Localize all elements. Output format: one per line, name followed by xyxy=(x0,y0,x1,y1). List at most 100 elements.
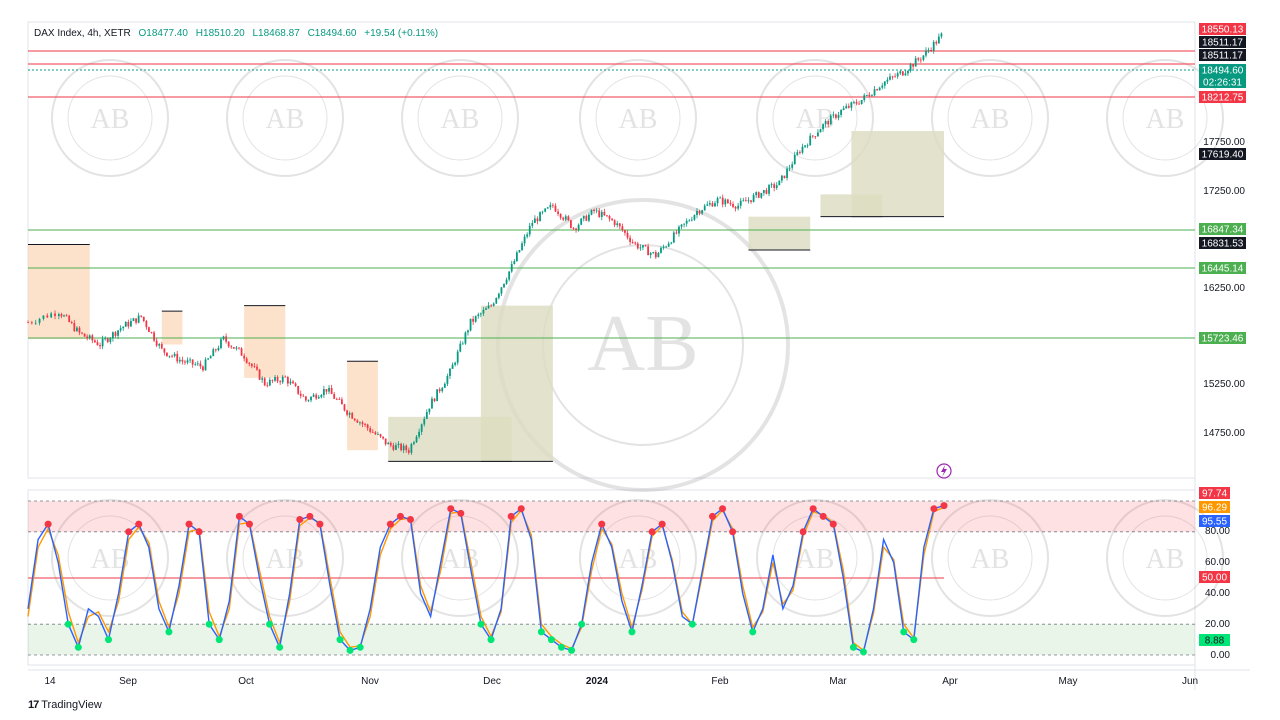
candle-body xyxy=(431,398,433,409)
oversold-dot xyxy=(688,620,696,628)
candle xyxy=(202,365,204,372)
candle-body xyxy=(356,420,359,423)
candle-body xyxy=(451,364,454,369)
candle xyxy=(479,312,482,318)
candle xyxy=(616,220,619,228)
candle-body xyxy=(232,347,235,349)
candle-body xyxy=(469,318,472,331)
candle xyxy=(364,422,366,427)
candle xyxy=(889,73,891,81)
candle-body xyxy=(168,355,171,357)
candle xyxy=(184,359,186,365)
candle-body xyxy=(508,271,511,280)
overbought-dot xyxy=(316,520,324,528)
candle-body xyxy=(42,315,45,319)
candle xyxy=(683,223,686,228)
candle-body xyxy=(112,332,114,339)
candle-body xyxy=(932,41,935,51)
candle xyxy=(613,219,616,228)
watermark-seal-icon xyxy=(931,499,1049,617)
candle-body xyxy=(896,73,899,77)
candle xyxy=(690,216,693,222)
candle-body xyxy=(163,348,166,353)
candle-body xyxy=(714,203,716,207)
candle xyxy=(356,419,359,423)
candle xyxy=(54,310,56,320)
candle xyxy=(112,331,114,342)
watermark-text: AB xyxy=(441,104,480,135)
candle xyxy=(678,225,680,237)
candles-group xyxy=(27,32,943,455)
candle-body xyxy=(539,212,541,222)
candle xyxy=(729,200,732,207)
candle xyxy=(824,119,827,128)
watermark-text: AB xyxy=(441,544,480,575)
candle-body xyxy=(328,387,330,392)
candle-body xyxy=(63,315,65,317)
candle-body xyxy=(662,246,665,248)
candle-body xyxy=(348,413,351,415)
candle-body xyxy=(495,297,498,304)
oversold-dot xyxy=(336,636,344,644)
candle-body xyxy=(117,330,119,336)
candle xyxy=(883,80,886,89)
candle xyxy=(204,357,207,371)
candle-body xyxy=(927,49,930,51)
candle xyxy=(415,434,418,444)
candle-body xyxy=(245,358,248,363)
alert-lightning-icon xyxy=(936,463,952,479)
candle xyxy=(708,200,711,207)
candle xyxy=(636,241,639,250)
watermark-seal-icon xyxy=(1106,499,1224,617)
candle xyxy=(912,63,915,70)
candle xyxy=(706,201,709,206)
candle-body xyxy=(935,41,938,44)
candle-body xyxy=(330,387,333,395)
candle-body xyxy=(351,413,354,419)
candle-body xyxy=(557,211,559,214)
oversold-dot xyxy=(628,628,636,636)
candle-body xyxy=(369,428,372,432)
candle-body xyxy=(248,362,251,364)
candle xyxy=(891,75,894,80)
candle-body xyxy=(865,94,868,96)
candle xyxy=(171,354,173,358)
oversold-dot xyxy=(487,636,495,644)
candle-body xyxy=(786,168,788,179)
candle-body xyxy=(796,152,799,155)
watermark-seal-icon xyxy=(1106,59,1224,177)
candle-body xyxy=(858,103,860,105)
candle xyxy=(472,316,475,325)
watermark-seal-ring xyxy=(1122,75,1208,161)
candle-body xyxy=(467,330,469,333)
tradingview-brand[interactable]: 17 TradingView xyxy=(28,699,102,711)
candle xyxy=(317,394,320,399)
candle xyxy=(557,208,559,217)
oversold-dot xyxy=(205,620,213,628)
candle xyxy=(248,362,251,367)
candle xyxy=(840,109,842,118)
candle-body xyxy=(384,438,387,445)
candle-body xyxy=(490,305,493,307)
candle-body xyxy=(114,332,117,336)
candle-body xyxy=(472,318,475,322)
candle xyxy=(629,235,631,246)
candle-body xyxy=(217,348,220,351)
symbol-title[interactable]: DAX Index, 4h, XETR xyxy=(34,28,131,39)
candle-body xyxy=(773,184,776,188)
candle xyxy=(811,135,814,139)
candle xyxy=(63,314,65,317)
candle-body xyxy=(716,198,719,204)
candle-body xyxy=(312,394,315,397)
candle xyxy=(227,341,230,348)
candle xyxy=(724,198,727,208)
ohlc-open: O18477.40 xyxy=(138,28,189,39)
candle xyxy=(122,326,125,331)
stochastic-axis-tick-label: 0.00 xyxy=(1211,650,1231,661)
candle xyxy=(835,113,837,120)
candle xyxy=(461,341,464,345)
candle xyxy=(515,250,518,262)
candle xyxy=(595,207,598,214)
candle xyxy=(598,207,601,218)
